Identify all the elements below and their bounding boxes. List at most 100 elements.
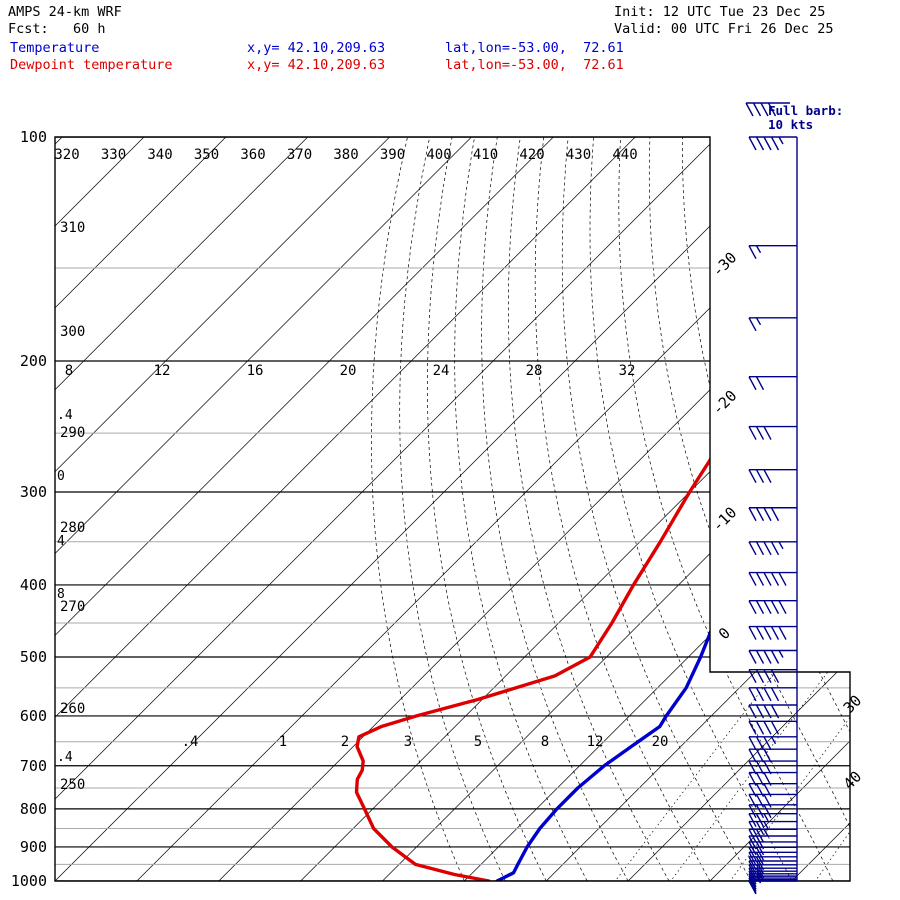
wind-barb: [748, 136, 797, 151]
theta-top-label: 320: [54, 147, 79, 163]
theta-left-label: 280: [60, 520, 85, 536]
barb-legend-glyph: [767, 102, 777, 117]
isotherm: [55, 137, 554, 881]
isotherm-right-label: -30: [709, 249, 741, 281]
theta-top-label: 410: [473, 147, 498, 163]
wind-barb: [748, 625, 797, 640]
mixing-ratio-label: 3: [404, 734, 412, 750]
pressure-tick-label: 1000: [11, 872, 47, 890]
isotherm: [55, 137, 308, 881]
moist-adiabat: [399, 137, 506, 881]
wind-barb: [748, 376, 797, 391]
isotherm: [55, 137, 390, 881]
isotherm: [55, 137, 718, 881]
theta-top-label: 340: [147, 147, 172, 163]
temperature-xy: x,y= 42.10,209.63: [247, 40, 386, 56]
wind-barb: [748, 720, 797, 735]
isotherm: [791, 137, 850, 881]
plot-interior: [55, 137, 900, 897]
isotherm: [218, 137, 850, 881]
wind-barb: [748, 687, 797, 702]
moist-adiabat: [481, 137, 629, 881]
wind-barb: [748, 828, 797, 843]
moist-adiabat: [813, 137, 850, 881]
wind-barb: [748, 880, 797, 895]
thetae-200mb-label: 28: [526, 363, 543, 379]
theta-left-label: 260: [60, 701, 85, 717]
mixing-left-label: .4: [57, 408, 73, 423]
thetae-200mb-label: 12: [154, 363, 171, 379]
isotherm-right-label: 30: [840, 691, 866, 717]
mixing-ratio-label: 20: [652, 734, 669, 750]
mixing-ratio-label: 12: [587, 734, 604, 750]
theta-top-label: 350: [194, 147, 219, 163]
moist-adiabat: [454, 137, 588, 881]
barb-legend-line1: Full barb:: [768, 103, 844, 118]
thetae-200mb-label: 32: [619, 363, 636, 379]
theta-left-label: 270: [60, 599, 85, 615]
mixing-left-label: 8: [57, 587, 65, 602]
pressure-tick-label: 800: [20, 800, 47, 818]
moist-adiabat: [427, 137, 547, 881]
isotherm-right-label: 0: [715, 624, 734, 643]
theta-left-label: 310: [60, 220, 85, 236]
wind-barb: [748, 669, 797, 684]
pressure-tick-label: 500: [20, 648, 47, 666]
isotherm: [874, 137, 900, 881]
model-title: AMPS 24-km WRF: [8, 4, 122, 20]
pressure-tick-label: 700: [20, 757, 47, 775]
wind-barb: [748, 813, 797, 828]
isotherm: [55, 137, 636, 881]
moist-adiabat: [371, 137, 465, 881]
wind-barb: [748, 317, 797, 332]
wind-barb: [748, 748, 797, 763]
thetae-200mb-label: 16: [247, 363, 264, 379]
mixing-ratio-label: .4: [182, 734, 199, 750]
temperature-trace: [495, 137, 850, 881]
plot-frame: [54, 136, 851, 882]
temperature-legend-label: Temperature: [10, 40, 100, 56]
theta-top-label: 380: [333, 147, 358, 163]
mixing-left-label: .4: [57, 750, 73, 765]
isotherm-right-label: -10: [709, 503, 741, 535]
moist-adiabat: [534, 137, 711, 881]
dewpoint-legend-label: Dewpoint temperature: [10, 57, 173, 73]
wind-barb: [748, 425, 797, 440]
mixing-ratio-line: [875, 492, 900, 897]
mixing-ratio-label: 5: [474, 734, 482, 750]
pressure-tick-label: 100: [20, 128, 47, 146]
isotherm: [709, 137, 850, 881]
moist-adiabat: [508, 137, 670, 881]
theta-top-label: 360: [240, 147, 265, 163]
isotherm: [55, 137, 227, 881]
wind-barb: [748, 846, 797, 861]
isotherm-right-label: 40: [840, 767, 866, 793]
moist-adiabat: [718, 137, 850, 881]
pressure-tick-label: 300: [20, 483, 47, 501]
moist-adiabat: [878, 137, 900, 881]
dewpoint-latlon: lat,lon=-53.00, 72.61: [445, 57, 624, 73]
mixing-left-label: 4: [57, 534, 65, 549]
temperature-latlon: lat,lon=-53.00, 72.61: [445, 40, 624, 56]
mixing-ratio-line: [718, 491, 850, 881]
init-time: Init: 12 UTC Tue 23 Dec 25: [614, 4, 826, 20]
theta-top-label: 430: [566, 147, 591, 163]
theta-top-label: 400: [426, 147, 451, 163]
wind-barb: [748, 245, 797, 260]
barb-legend-line2: 10 kts: [768, 117, 814, 132]
theta-left-label: 250: [60, 777, 85, 793]
theta-top-label: 330: [101, 147, 126, 163]
isotherm-right-label: -20: [709, 387, 741, 419]
wind-barb: [748, 704, 797, 719]
wind-barb: [748, 541, 797, 556]
wind-barb: [748, 571, 797, 586]
wind-barb: [748, 804, 797, 819]
wind-barb: [748, 736, 797, 751]
theta-left-label: 300: [60, 324, 85, 340]
wind-barb: [748, 649, 797, 664]
barb-legend-glyph: [752, 102, 762, 117]
isotherm: [55, 137, 800, 881]
mixing-ratio-label: 8: [541, 734, 549, 750]
barb-legend-glyph: [745, 102, 754, 117]
